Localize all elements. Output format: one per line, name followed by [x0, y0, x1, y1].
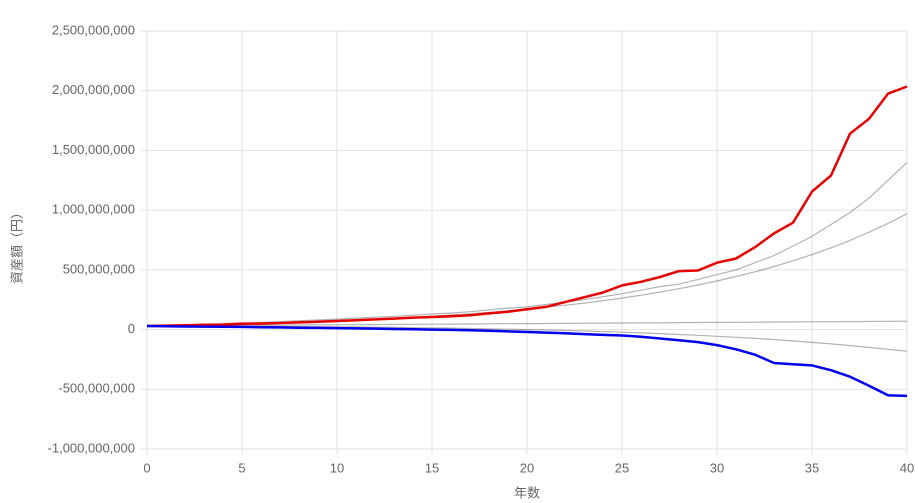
- x-tick-label: 15: [425, 460, 439, 475]
- x-axis-label: 年数: [514, 485, 540, 500]
- x-tick-label: 40: [900, 460, 914, 475]
- x-tick-label: 35: [805, 460, 819, 475]
- x-tick-label: 5: [238, 460, 245, 475]
- y-tick-label: 2,000,000,000: [52, 82, 135, 97]
- y-tick-label: 1,000,000,000: [52, 202, 135, 217]
- x-tick-label: 20: [520, 460, 534, 475]
- series-line: [146, 324, 908, 398]
- series-line: [146, 161, 908, 327]
- y-tick-label: -500,000,000: [58, 381, 135, 396]
- series-line: [146, 85, 908, 328]
- x-tick-label: 30: [710, 460, 724, 475]
- x-tick-label: 10: [330, 460, 344, 475]
- y-tick-label: 1,500,000,000: [52, 142, 135, 157]
- x-tick-label: 25: [615, 460, 629, 475]
- series-line: [146, 320, 908, 327]
- y-tick-label: 500,000,000: [63, 261, 135, 276]
- y-tick-label: 0: [128, 321, 135, 336]
- x-tick-label: 0: [143, 460, 150, 475]
- y-tick-label: 2,500,000,000: [52, 22, 135, 37]
- y-axis-label: 資産額（円）: [9, 206, 24, 284]
- y-tick-label: -1,000,000,000: [48, 440, 135, 455]
